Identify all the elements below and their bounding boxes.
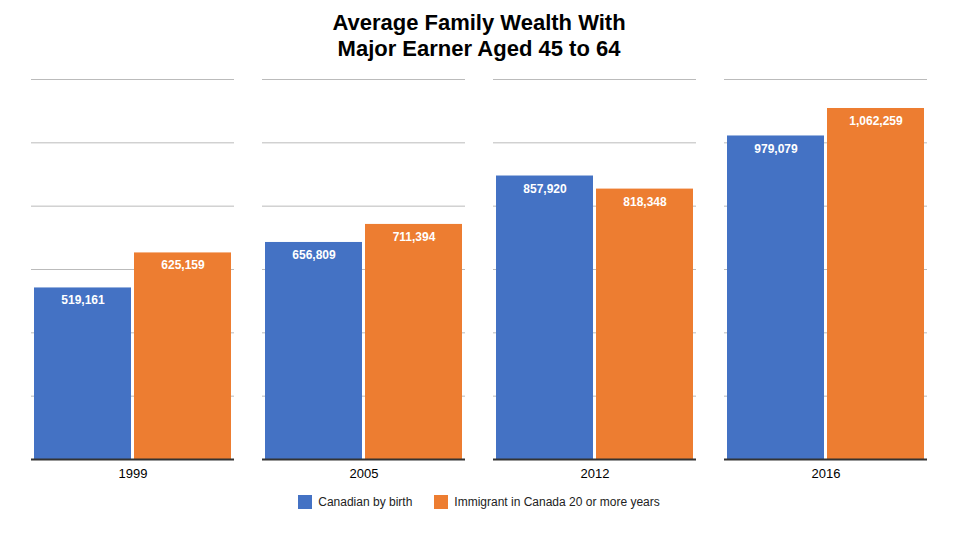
svg-text:656,809: 656,809 [292, 248, 336, 262]
svg-text:2005: 2005 [350, 466, 379, 481]
svg-text:1999: 1999 [119, 466, 148, 481]
html-text:Canadian by birth: Canadian by birth [318, 494, 413, 509]
html-text:Immigrant in Canada 20 or more: Immigrant in Canada 20 or more years [454, 494, 660, 509]
svg-text:857,920: 857,920 [523, 181, 567, 195]
svg-text:1,062,259: 1,062,259 [849, 114, 903, 128]
html-text:Average Family Wealth With Maj: Average Family Wealth With Major Earner … [332, 10, 626, 62]
svg-text:818,348: 818,348 [623, 194, 667, 208]
svg-text:2016: 2016 [812, 466, 841, 481]
svg-text:2012: 2012 [581, 466, 610, 481]
svg-text:979,079: 979,079 [754, 141, 798, 155]
svg-text:519,161: 519,161 [61, 293, 105, 307]
svg-text:625,159: 625,159 [161, 258, 205, 272]
svg-text:711,394: 711,394 [393, 230, 436, 244]
